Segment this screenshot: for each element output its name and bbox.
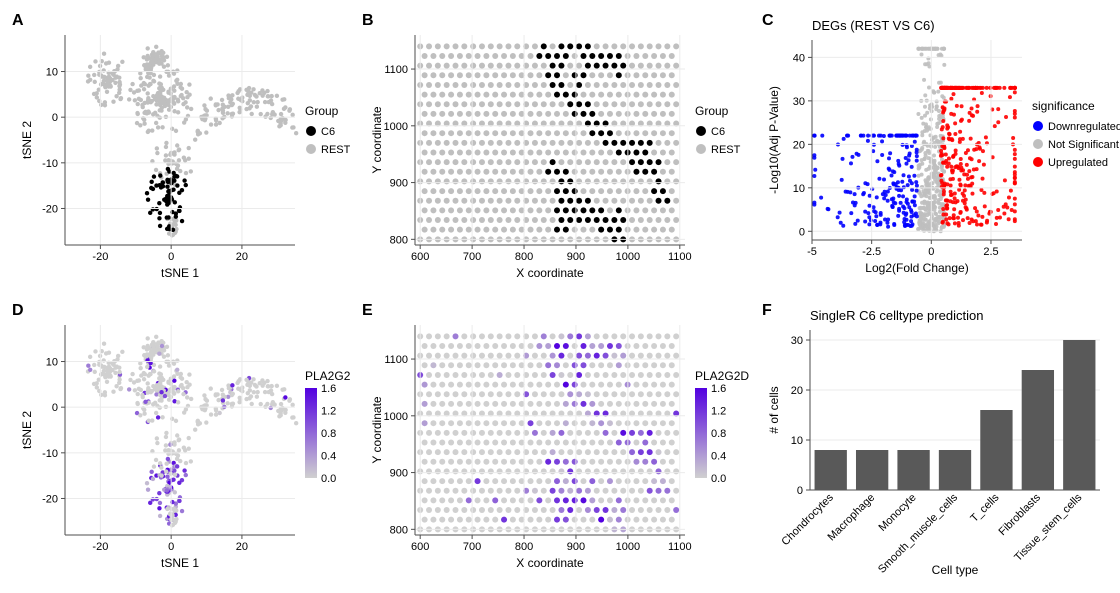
svg-text:40: 40 (793, 52, 805, 64)
svg-text:# of cells: # of cells (767, 386, 781, 433)
svg-text:0: 0 (797, 485, 803, 497)
svg-text:20: 20 (793, 139, 805, 151)
svg-text:-20: -20 (92, 251, 108, 263)
svg-text:10: 10 (46, 67, 58, 79)
svg-text:X coordinate: X coordinate (516, 556, 584, 570)
svg-text:0.4: 0.4 (321, 451, 336, 463)
svg-text:PLA2G2D: PLA2G2D (695, 369, 749, 383)
svg-text:tSNE 1: tSNE 1 (161, 556, 199, 570)
svg-text:0.0: 0.0 (711, 473, 726, 485)
svg-text:Group: Group (695, 104, 729, 118)
svg-text:700: 700 (463, 541, 481, 553)
svg-text:0.8: 0.8 (711, 428, 726, 440)
svg-text:800: 800 (515, 251, 533, 263)
svg-text:1.2: 1.2 (321, 406, 336, 418)
svg-text:-10: -10 (42, 158, 58, 170)
svg-text:-20: -20 (42, 493, 58, 505)
svg-text:SingleR C6 celltype prediction: SingleR C6 celltype prediction (810, 308, 983, 323)
panel-e: E 600 700 800 900 1000 1100 800 900 1000 1100 X coo… (360, 300, 750, 580)
svg-text:Y coordinate: Y coordinate (370, 106, 384, 173)
svg-text:-2.5: -2.5 (862, 246, 881, 258)
svg-text:T_cells: T_cells (968, 491, 1001, 524)
svg-text:Cell type: Cell type (932, 563, 979, 577)
svg-text:Chondrocytes: Chondrocytes (779, 491, 836, 548)
svg-text:900: 900 (567, 541, 585, 553)
svg-text:1100: 1100 (668, 251, 692, 263)
svg-text:800: 800 (390, 234, 408, 246)
svg-text:20: 20 (236, 251, 248, 263)
svg-text:600: 600 (411, 541, 429, 553)
svg-text:900: 900 (390, 178, 408, 190)
svg-text:REST: REST (321, 144, 350, 156)
svg-text:800: 800 (515, 541, 533, 553)
svg-text:X coordinate: X coordinate (516, 266, 584, 280)
svg-text:2.5: 2.5 (983, 246, 998, 258)
svg-text:900: 900 (390, 468, 408, 480)
panel-a: A -20 0 20 -20 -10 0 10 tSNE 1 tSNE 2 Group C6 REST (10, 10, 350, 290)
svg-text:0.0: 0.0 (321, 473, 336, 485)
svg-text:Group: Group (305, 104, 339, 118)
svg-text:1000: 1000 (616, 541, 640, 553)
svg-text:REST: REST (711, 144, 741, 156)
svg-text:10: 10 (46, 357, 58, 369)
svg-text:Monocyte: Monocyte (876, 492, 918, 534)
panel-e-label: E (362, 302, 373, 320)
svg-text:-5: -5 (807, 246, 817, 258)
svg-text:-10: -10 (42, 448, 58, 460)
svg-text:-20: -20 (92, 541, 108, 553)
svg-text:1000: 1000 (384, 411, 408, 423)
svg-text:1000: 1000 (616, 251, 640, 263)
svg-text:20: 20 (236, 541, 248, 553)
panel-d: D -20 0 20 -20 -10 0 10 tSNE 1 tSNE 2 PLA2G2D 0.0 0.… (10, 300, 350, 580)
svg-text:1100: 1100 (668, 541, 692, 553)
svg-text:1.2: 1.2 (711, 406, 726, 418)
svg-text:1000: 1000 (384, 121, 408, 133)
svg-text:PLA2G2D: PLA2G2D (305, 369, 350, 383)
svg-text:0: 0 (168, 541, 174, 553)
panel-b-label: B (362, 12, 374, 30)
panel-b: B 600 700 800 900 1000 1100 800 900 1000 1100 X coo… (360, 10, 750, 290)
svg-text:Y coordinate: Y coordinate (370, 396, 384, 463)
svg-text:30: 30 (793, 96, 805, 108)
svg-text:-Log10(Adj P-Value): -Log10(Adj P-Value) (767, 86, 781, 194)
svg-text:10: 10 (791, 435, 803, 447)
panel-c: C -5 -2.5 0 2.5 0 10 20 30 40 Log2(Fold Change) -Lo… (760, 10, 1120, 290)
svg-text:Not Significant: Not Significant (1048, 139, 1119, 151)
svg-text:30: 30 (791, 335, 803, 347)
svg-text:Log2(Fold Change): Log2(Fold Change) (865, 261, 968, 275)
svg-text:C6: C6 (321, 126, 335, 138)
svg-text:-20: -20 (42, 203, 58, 215)
panel-f: F0102030ChondrocytesMacrophageMonocyteSm… (760, 300, 1120, 580)
svg-text:10: 10 (793, 183, 805, 195)
svg-text:700: 700 (463, 251, 481, 263)
svg-text:0: 0 (928, 246, 934, 258)
svg-text:1100: 1100 (384, 354, 408, 366)
panel-c-label: C (762, 12, 774, 30)
svg-text:20: 20 (791, 385, 803, 397)
svg-text:tSNE 2: tSNE 2 (20, 411, 34, 449)
svg-text:600: 600 (411, 251, 429, 263)
panel-a-label: A (12, 12, 24, 30)
svg-text:0: 0 (52, 112, 58, 124)
svg-text:1.6: 1.6 (321, 383, 336, 395)
panel-d-label: D (12, 302, 24, 320)
svg-text:800: 800 (390, 524, 408, 536)
svg-text:significance: significance (1032, 99, 1095, 113)
svg-text:900: 900 (567, 251, 585, 263)
svg-text:0.4: 0.4 (711, 451, 726, 463)
svg-text:0: 0 (52, 402, 58, 414)
svg-text:C6: C6 (711, 126, 725, 138)
svg-text:tSNE 1: tSNE 1 (161, 266, 199, 280)
svg-text:1100: 1100 (384, 64, 408, 76)
svg-text:0: 0 (799, 226, 805, 238)
svg-text:Upregulated: Upregulated (1048, 157, 1108, 169)
svg-text:DEGs (REST VS C6): DEGs (REST VS C6) (812, 18, 935, 33)
svg-text:0.8: 0.8 (321, 428, 336, 440)
svg-text:tSNE 2: tSNE 2 (20, 121, 34, 159)
svg-text:Downregulated: Downregulated (1048, 121, 1120, 133)
svg-text:1.6: 1.6 (711, 383, 726, 395)
svg-text:0: 0 (168, 251, 174, 263)
panel-f-label: F (762, 302, 772, 320)
